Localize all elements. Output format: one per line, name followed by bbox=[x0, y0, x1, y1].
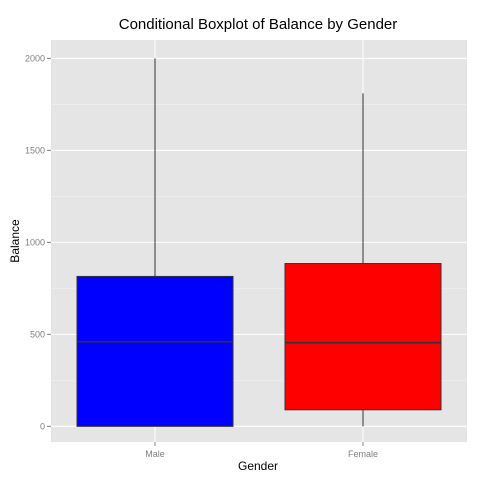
y-tick-label: 500 bbox=[30, 329, 45, 339]
chart-title: Conditional Boxplot of Balance by Gender bbox=[119, 16, 398, 33]
y-tick-label: 2000 bbox=[25, 53, 45, 63]
y-tick-label: 0 bbox=[40, 421, 45, 431]
x-axis-ticks: Male Female bbox=[145, 442, 378, 459]
male-box bbox=[76, 275, 234, 427]
y-axis-ticks: 0 500 1000 1500 2000 bbox=[25, 53, 51, 431]
x-axis-title: Gender bbox=[238, 459, 278, 473]
y-axis-title: Balance bbox=[8, 219, 22, 263]
female-box bbox=[284, 263, 442, 411]
y-tick-label: 1000 bbox=[25, 237, 45, 247]
x-tick-label: Female bbox=[348, 449, 378, 459]
y-tick-label: 1500 bbox=[25, 145, 45, 155]
boxes-group bbox=[76, 58, 442, 427]
x-tick-label: Male bbox=[145, 449, 165, 459]
